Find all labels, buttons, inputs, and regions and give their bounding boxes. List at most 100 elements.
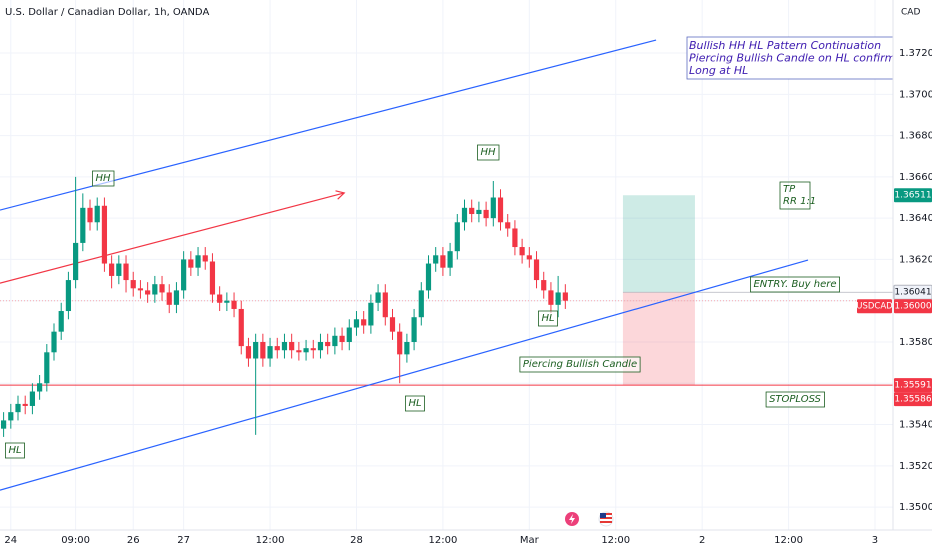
annotation: HH [477,144,500,161]
candle-body [209,261,216,295]
y-tick-label: 1.36600 [899,172,932,183]
candle-body [281,341,288,351]
annotation-text: HL [541,313,554,324]
candle-body [87,207,93,223]
annotation: Piercing Bullish Candle [519,356,641,373]
candle-body [231,300,237,309]
trend-line [0,192,345,284]
x-tick-label: 12:00 [774,535,803,546]
candle-body [116,263,122,276]
candle-body [29,391,36,406]
annotation-text: HL [408,398,421,409]
annotation-box [519,356,641,373]
x-tick-label: 24 [4,535,17,546]
candle-body [461,207,468,223]
candle-body [325,341,331,347]
note-box [686,36,893,80]
price-badge [894,392,932,407]
candle-body [339,335,345,342]
price-badge [894,299,932,314]
annotation: STOPLOSS [765,391,825,408]
candle-body [541,280,547,291]
candle-body [80,207,86,243]
candle-body [1,420,7,429]
candle-body [397,331,403,355]
candle-body [526,255,532,260]
candle-body [188,259,194,268]
annotation: HL [538,310,558,327]
x-tick-label: 28 [350,535,363,546]
annotation-box [92,170,115,187]
news-icon[interactable] [565,512,579,526]
annotation-text: HL [8,445,21,456]
candle-body [497,197,504,223]
arrow-head [335,190,346,200]
annotation-box [750,276,840,293]
y-tick-label: 1.35200 [899,461,932,472]
price-badge-label: 1.35586 [894,395,931,405]
candle-body [303,348,309,353]
candle-body [411,317,417,342]
tp-note-text: TP [783,184,796,195]
note-line: Bullish HH HL Pattern Continuation [689,39,881,52]
candle-body [440,255,446,268]
x-tick-label: 12:00 [428,535,457,546]
y-tick-label: 1.36800 [899,131,932,142]
candle-body [152,284,158,295]
candle-body [490,197,496,219]
candle-body [382,292,388,318]
candle-body [217,294,223,303]
candle-body [433,255,439,264]
candle-body [8,412,14,421]
candle-body [137,288,144,291]
price-badge-label: 1.35591 [894,381,931,391]
candle-body [519,247,525,256]
candle-body [289,341,295,351]
x-tick-label: 26 [127,535,140,546]
y-tick-label: 1.35400 [899,420,932,431]
candle-body [260,341,266,359]
candle-body [353,319,360,328]
candle-body [505,222,511,229]
candle-body [253,341,259,359]
candle-body [15,403,21,413]
candle-body [58,311,64,332]
candle-body [447,251,453,268]
y-tick-label: 1.36200 [899,254,932,265]
candle-body [267,346,273,359]
candle-body [361,319,367,326]
candle-body [173,290,180,305]
text-note: Bullish HH HL Pattern ContinuationPierci… [686,36,893,80]
chart-title: U.S. Dollar / Canadian Dollar, 1h, OANDA [5,7,209,18]
y-tick-label: 1.36400 [899,213,932,224]
candle-body [375,292,381,303]
annotation-box [538,310,558,327]
candle-body [346,327,352,342]
candle-body [109,263,115,276]
annotation-text: HH [95,173,111,184]
candle-body [483,209,489,219]
candle-body [418,290,424,318]
annotation: HH [92,170,115,187]
candle-body [555,292,561,305]
trend-line [0,259,809,491]
x-tick-label: 12:00 [601,535,630,546]
candle-body [245,346,252,359]
annotation: HL [5,442,25,459]
x-tick-label: Mar [520,535,540,546]
candle-body [332,335,338,347]
candle-body [202,255,208,262]
plot-area: HH HH HL HL HL Piercing Bullish Candle ENTRY. … [0,0,893,530]
candle-body [533,259,540,281]
candle-body [195,255,201,268]
candle-body [123,263,129,281]
candle-body [476,209,482,215]
candle-body [454,222,460,252]
annotation: ENTRY. Buy here [750,276,840,293]
annotation: HL [405,395,425,412]
tp-note-text: RR 1:1 [783,196,816,207]
flag-icon[interactable] [598,511,614,527]
x-tick-label: 3 [872,535,878,546]
candle-body [101,205,108,264]
